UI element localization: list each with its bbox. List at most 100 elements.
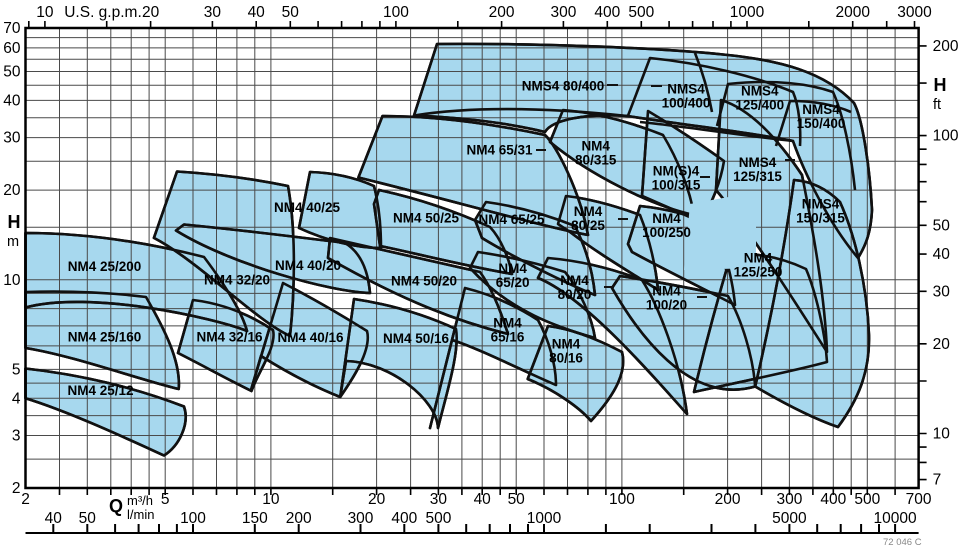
svg-text:60: 60 [3, 40, 21, 57]
svg-text:NM4 65/25: NM4 65/25 [478, 212, 545, 227]
svg-text:50: 50 [508, 491, 526, 508]
svg-text:NM4 40/25: NM4 40/25 [274, 200, 341, 215]
svg-text:NM4 40/16: NM4 40/16 [277, 330, 344, 345]
svg-text:NM4: NM4 [652, 211, 681, 226]
svg-text:NMS4 80/400: NMS4 80/400 [522, 79, 605, 94]
svg-text:NM4 50/16: NM4 50/16 [383, 331, 450, 346]
svg-text:NM4 25/200: NM4 25/200 [68, 259, 142, 274]
svg-text:400: 400 [391, 510, 417, 527]
svg-text:100: 100 [609, 491, 635, 508]
svg-text:NM4: NM4 [498, 261, 527, 276]
svg-text:80/25: 80/25 [571, 218, 605, 233]
svg-text:500: 500 [628, 4, 654, 21]
svg-text:700: 700 [906, 491, 932, 508]
svg-text:50: 50 [282, 4, 300, 21]
svg-text:Q: Q [109, 496, 123, 516]
svg-text:NM4 65/31: NM4 65/31 [466, 143, 533, 158]
svg-text:4: 4 [12, 390, 21, 407]
svg-text:50: 50 [933, 217, 951, 234]
svg-text:40: 40 [474, 491, 492, 508]
svg-text:NM4: NM4 [744, 251, 773, 266]
svg-text:125/250: 125/250 [734, 265, 783, 280]
svg-text:65/16: 65/16 [491, 329, 525, 344]
svg-text:40: 40 [3, 92, 21, 109]
svg-text:150/400: 150/400 [797, 116, 846, 131]
svg-text:100: 100 [180, 510, 206, 527]
svg-text:NM4 32/16: NM4 32/16 [196, 330, 263, 345]
svg-text:100/20: 100/20 [646, 298, 687, 313]
svg-text:50: 50 [3, 64, 21, 81]
svg-text:NM4 50/25: NM4 50/25 [393, 211, 460, 226]
svg-text:80/315: 80/315 [575, 152, 617, 167]
svg-text:NMS4: NMS4 [802, 197, 840, 212]
svg-text:3: 3 [12, 428, 21, 445]
svg-text:80/16: 80/16 [549, 351, 583, 366]
svg-text:100/250: 100/250 [642, 225, 691, 240]
svg-text:10: 10 [36, 4, 54, 21]
svg-text:200: 200 [286, 510, 312, 527]
svg-text:m³/h: m³/h [127, 493, 153, 508]
svg-text:H: H [934, 75, 947, 95]
svg-text:5: 5 [12, 361, 21, 378]
svg-text:80/20: 80/20 [558, 287, 592, 302]
svg-text:NM4: NM4 [652, 284, 681, 299]
svg-text:100: 100 [933, 128, 959, 145]
svg-text:150: 150 [242, 510, 268, 527]
svg-text:150/315: 150/315 [796, 211, 845, 226]
svg-text:20: 20 [933, 336, 951, 353]
svg-text:NM4: NM4 [574, 204, 603, 219]
svg-text:72 046 C: 72 046 C [883, 537, 922, 548]
svg-text:300: 300 [348, 510, 374, 527]
svg-text:10000: 10000 [874, 510, 917, 527]
svg-text:2: 2 [12, 480, 21, 497]
svg-text:300: 300 [776, 491, 802, 508]
svg-text:200: 200 [715, 491, 741, 508]
svg-text:400: 400 [594, 4, 620, 21]
svg-text:30: 30 [3, 130, 21, 147]
svg-text:300: 300 [550, 4, 576, 21]
svg-text:20: 20 [142, 4, 160, 21]
svg-text:NM4 50/20: NM4 50/20 [391, 274, 457, 289]
svg-text:5000: 5000 [772, 510, 807, 527]
svg-text:100: 100 [383, 4, 409, 21]
svg-text:10: 10 [933, 426, 951, 443]
svg-text:NMS4: NMS4 [667, 81, 705, 96]
svg-text:200: 200 [933, 38, 959, 55]
svg-text:5: 5 [161, 491, 170, 508]
svg-text:30: 30 [430, 491, 448, 508]
svg-text:40: 40 [248, 4, 266, 21]
svg-text:NM4: NM4 [552, 337, 581, 352]
svg-text:10: 10 [262, 491, 280, 508]
svg-text:20: 20 [368, 491, 386, 508]
svg-text:125/315: 125/315 [733, 169, 782, 184]
svg-text:70: 70 [3, 20, 21, 37]
svg-text:NMS4: NMS4 [739, 155, 777, 170]
svg-text:ft: ft [933, 97, 941, 113]
svg-text:NMS4: NMS4 [741, 84, 779, 99]
svg-text:100/315: 100/315 [652, 178, 701, 193]
svg-text:1000: 1000 [527, 510, 562, 527]
svg-text:65/20: 65/20 [496, 275, 530, 290]
svg-text:7: 7 [933, 472, 942, 489]
svg-text:NM4 25/160: NM4 25/160 [68, 330, 142, 345]
svg-text:2000: 2000 [835, 4, 870, 21]
svg-text:NM4: NM4 [560, 273, 589, 288]
svg-text:NM4: NM4 [581, 138, 610, 153]
svg-text:40: 40 [45, 510, 63, 527]
svg-text:NM(S)4: NM(S)4 [653, 164, 700, 179]
svg-text:100/400: 100/400 [662, 95, 711, 110]
svg-text:125/400: 125/400 [735, 98, 784, 113]
svg-text:l/min: l/min [127, 507, 154, 522]
svg-text:H: H [8, 212, 21, 232]
svg-text:m: m [7, 234, 19, 250]
svg-text:10: 10 [3, 272, 21, 289]
svg-text:1000: 1000 [730, 4, 765, 21]
svg-text:20: 20 [3, 182, 21, 199]
svg-text:500: 500 [425, 510, 451, 527]
svg-text:U.S. g.p.m.: U.S. g.p.m. [64, 4, 142, 21]
svg-text:40: 40 [933, 246, 951, 263]
svg-text:30: 30 [933, 283, 951, 300]
svg-text:NM4 25/12: NM4 25/12 [67, 383, 133, 398]
svg-text:50: 50 [79, 510, 97, 527]
svg-text:2: 2 [21, 491, 30, 508]
